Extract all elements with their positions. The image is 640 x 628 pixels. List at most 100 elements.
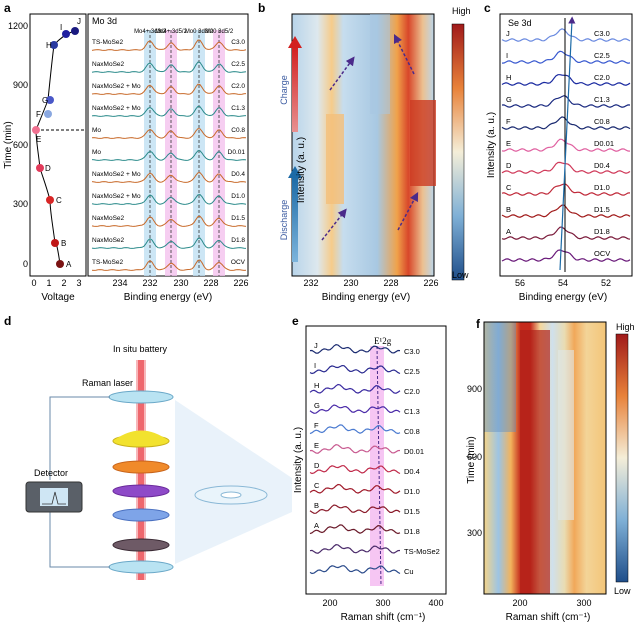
raman-row-state: D0.4 [404,467,420,476]
se3d-trace [501,28,631,42]
svg-text:G: G [42,96,48,105]
mo3d-row-state: C1.3 [231,105,245,112]
mo3d-trace [91,61,247,73]
mo3d-row-label: NaxMoSe2 + Mo [92,193,141,200]
svg-text:Discharge: Discharge [279,200,289,241]
mo3d-row-label: NaxMoSe2 + Mo [92,105,141,112]
panel-d: d In situ battery Raman laser Detector [4,314,292,580]
svg-text:E: E [36,135,41,144]
se3d-row-state: C1.3 [594,95,610,104]
raman-row-label: D [314,461,320,470]
se3d-trace [501,183,631,196]
svg-text:Low: Low [452,270,469,280]
xtick-2: 2 [61,278,66,288]
panel-c: c Se 3d Intensity (a. u.) C3.0 J C2.5 I C2.0… [484,1,633,303]
raman-row-label: B [314,501,319,510]
panel-label-c: c [484,1,491,15]
panel-label-e: e [292,314,299,328]
svg-text:Se 3d: Se 3d [508,18,532,28]
raman-row-state: C0.8 [404,427,420,436]
raman-row-label: G [314,401,320,410]
ytick-900: 900 [13,80,28,90]
svg-text:300: 300 [576,598,591,608]
raman-row-state: TS-MoSe2 [404,547,440,556]
ytick-300: 300 [13,199,28,209]
mo3d-row-state: D1.5 [231,215,245,222]
mo3d-row-state: D1.8 [231,237,245,244]
se3d-trace [501,226,631,240]
panel-label-d: d [4,314,11,328]
voltage-curve [35,30,75,265]
mo3d-trace [91,259,247,271]
raman-row-label: J [314,341,318,350]
mo3d-row-label: Mo [92,149,101,156]
panel-label-a: a [4,1,11,15]
svg-text:Charge: Charge [279,75,289,105]
svg-text:56: 56 [515,278,525,288]
svg-text:Raman shift (cm⁻¹): Raman shift (cm⁻¹) [506,612,591,623]
svg-text:C: C [56,196,62,205]
mo3d-row-label: NaxMoSe2 [92,61,125,68]
mo3d-row-state: C2.0 [231,83,245,90]
svg-text:300: 300 [467,528,482,538]
mo3d-row-label: TS-MoSe2 [92,39,123,46]
panel-f: f Time (min) 300 600 900 200 300 Raman s… [466,317,635,623]
se3d-trace [501,50,631,64]
svg-text:Mo0 3d3/2: Mo0 3d3/2 [185,29,214,35]
svg-text:54: 54 [558,278,568,288]
svg-text:228: 228 [383,278,398,288]
se3d-trace [501,161,631,174]
svg-text:300: 300 [375,598,390,608]
raman-row-state: C3.0 [404,347,420,356]
svg-text:Raman shift (cm⁻¹): Raman shift (cm⁻¹) [341,612,426,623]
raman-trace [309,383,401,394]
top-window [108,390,174,404]
se3d-trace [501,116,631,130]
raman-trace [309,404,401,414]
se3d-trace [501,74,631,86]
se3d-row-state: D1.5 [594,205,610,214]
se3d-row-state: C2.0 [594,73,610,82]
svg-text:Intensity (a. u.): Intensity (a. u.) [486,112,497,178]
svg-text:230: 230 [343,278,358,288]
mo3d-row-state: D0.01 [228,149,246,156]
svg-text:D: D [45,164,51,173]
se3d-row-state: C0.8 [594,117,610,126]
svg-text:Raman laser: Raman laser [82,378,133,388]
raman-row-state: C1.3 [404,407,420,416]
se3d-row-state: D1.8 [594,227,610,236]
mo3d-row-state: OCV [231,259,246,266]
se3d-trace [501,95,631,108]
mo3d-row-label: NaxMoSe2 + Mo [92,83,141,90]
svg-text:226: 226 [233,278,248,288]
mo3d-trace [91,128,247,139]
raman-trace [309,364,401,375]
mo3d-row-label: NaxMoSe2 + Mo [92,171,141,178]
mo3d-row-state: C2.5 [231,61,245,68]
raman-frame [305,325,447,595]
axis-label-time: Time (min) [3,121,14,168]
raman-trace [309,424,401,435]
raman-row-state: C2.0 [404,387,420,396]
mo3d-spectra: TS-MoSe2 C3.0 NaxMoSe2 C2.5 NaxMoSe2 + Mo C2.… [91,39,247,271]
svg-text:I: I [60,23,62,32]
raman-row-state: Cu [404,567,414,576]
mo3d-trace [91,193,247,205]
svg-text:234: 234 [112,278,127,288]
se3d-row-state: C2.5 [594,51,610,60]
raman-row-label: E [314,441,319,450]
raman-trace [309,565,401,575]
svg-text:High: High [452,6,471,16]
svg-text:226: 226 [423,278,438,288]
se3d-spectra: C3.0 J C2.5 I C2.0 H C1.3 G C0.8 F D0.01 E D0.4 D D1.0… [501,28,631,262]
mo3d-row-state: C0.8 [231,127,245,134]
se3d-frame [499,13,633,277]
raman-row-label: I [314,361,316,370]
raman-row-label: C [314,481,320,490]
svg-text:J: J [77,17,81,26]
mo3d-trace [91,237,247,249]
raman-trace [309,343,401,354]
panel-e: e E¹2g C3.0 J C2.5 I C2.0 H C1.3 G C0.8 F D0.01 E D0… [292,314,447,623]
svg-text:Mo4+ 3d3/2: Mo4+ 3d3/2 [134,29,167,35]
ytick-600: 600 [13,140,28,150]
